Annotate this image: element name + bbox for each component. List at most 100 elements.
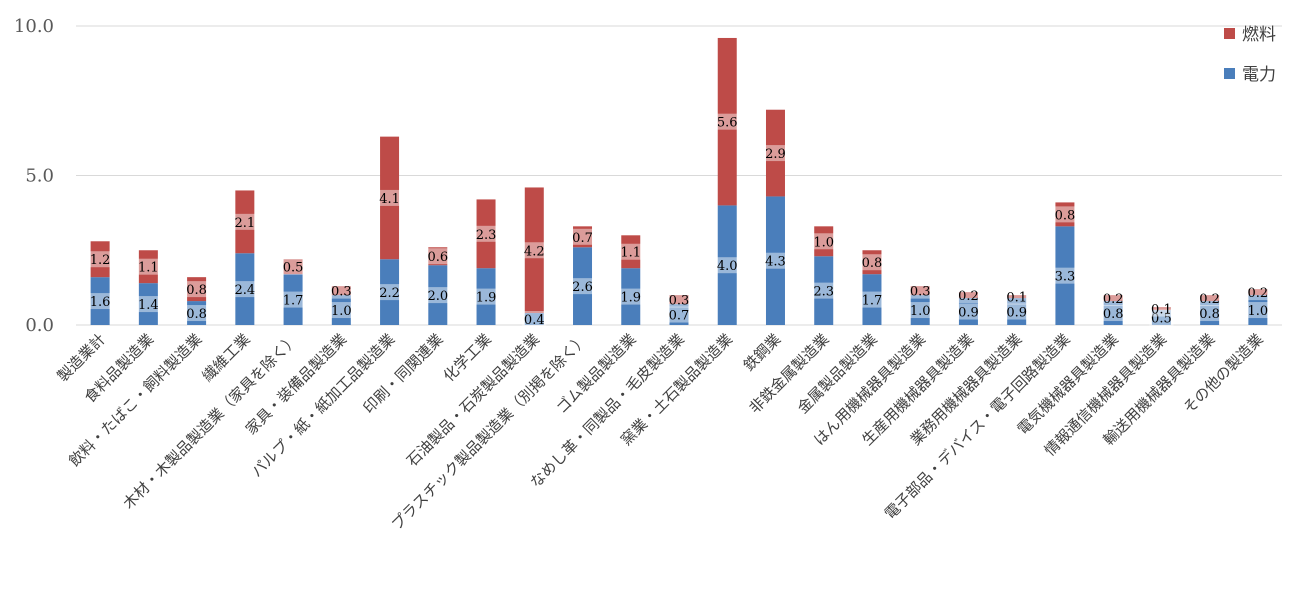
x-tick-label: 鉄鋼業	[740, 330, 785, 375]
data-label-box	[618, 288, 643, 305]
data-label: 0.1	[1151, 303, 1172, 318]
data-label: 0.2	[1248, 286, 1269, 301]
y-tick-label: 5.0	[25, 166, 54, 187]
bar-segment-fuel	[717, 37, 737, 206]
bar-segment-fuel	[1151, 307, 1171, 311]
bar-segment-electricity	[1248, 295, 1268, 325]
data-label-box	[956, 287, 981, 304]
data-label: 0.8	[1055, 208, 1076, 223]
bar-segment-electricity	[862, 274, 882, 325]
bar-segment-fuel	[621, 235, 641, 269]
y-axis-ticks: 0.0 5.0 10.0	[14, 16, 54, 336]
data-label: 2.1	[234, 216, 255, 231]
legend-label: 電力	[1242, 65, 1276, 85]
data-label-box	[1149, 300, 1174, 317]
data-label: 1.7	[862, 294, 883, 309]
bar-segment-electricity	[910, 295, 930, 325]
data-label-box	[88, 293, 113, 310]
data-label: 1.9	[620, 291, 641, 306]
bar-segment-fuel	[428, 247, 448, 266]
data-label: 0.1	[1006, 291, 1027, 306]
bar-segment-fuel	[1103, 295, 1123, 302]
data-label: 1.0	[813, 235, 834, 250]
data-label-box	[715, 113, 740, 130]
bar-segment-fuel	[765, 109, 785, 197]
data-label-box	[715, 257, 740, 274]
bar-segment-fuel	[1007, 295, 1027, 299]
data-labels: 1.6 1.2 1.4 1.1 0.8 0.8 2.4 2.1 1.7 0.5 1.0 0.3 2.2 4…	[88, 113, 1270, 328]
data-label-box	[1149, 309, 1174, 326]
bar-segment-electricity	[380, 259, 400, 325]
data-label: 2.3	[813, 285, 834, 300]
data-label: 0.9	[958, 306, 979, 321]
bar-segment-fuel	[573, 226, 593, 248]
data-label-box	[1101, 290, 1126, 307]
bar-segment-electricity	[476, 268, 496, 325]
data-label-box	[859, 254, 884, 271]
bar-segment-electricity	[669, 304, 689, 325]
data-label: 1.1	[620, 246, 641, 261]
data-label-box	[570, 228, 595, 245]
bar-segment-electricity	[90, 277, 110, 325]
data-label-box	[377, 284, 402, 301]
data-label: 0.8	[186, 283, 207, 298]
data-label: 2.3	[476, 228, 497, 243]
bar-segment-electricity	[1055, 226, 1075, 325]
data-label: 0.8	[1103, 307, 1124, 322]
data-label: 0.3	[331, 285, 352, 300]
bar-segment-fuel	[380, 136, 400, 260]
data-label: 2.6	[572, 280, 593, 295]
data-label: 0.8	[1199, 307, 1220, 322]
bar-segment-fuel	[669, 295, 689, 305]
legend-swatch	[1224, 68, 1235, 79]
data-label-box	[811, 282, 836, 299]
data-label: 1.0	[1248, 304, 1269, 319]
data-label: 5.6	[717, 116, 738, 131]
data-label-box	[474, 225, 499, 242]
data-label-box	[1004, 288, 1029, 305]
bar-segment-electricity	[573, 247, 593, 325]
bar-segment-fuel	[138, 250, 158, 284]
data-label: 1.4	[138, 298, 159, 313]
data-label-box	[136, 258, 161, 275]
data-label-box	[184, 305, 209, 322]
data-label-box	[281, 291, 306, 308]
data-label: 0.2	[958, 289, 979, 304]
bar-segment-electricity	[138, 283, 158, 325]
data-label: 4.2	[524, 244, 545, 259]
data-label: 0.5	[1151, 312, 1172, 327]
data-label: 4.0	[717, 259, 738, 274]
bar-segment-electricity	[283, 274, 303, 325]
data-label: 2.4	[234, 283, 255, 298]
data-label-box	[232, 281, 257, 298]
bar-segment-fuel	[235, 190, 255, 254]
bar-segment-electricity	[428, 265, 448, 325]
data-label: 0.7	[669, 309, 690, 324]
bar-segment-electricity	[187, 301, 207, 325]
bar-segment-electricity	[1200, 301, 1220, 325]
data-label-box	[184, 281, 209, 298]
data-label-box	[1052, 267, 1077, 284]
data-label: 0.5	[283, 261, 304, 276]
bar-segment-fuel	[524, 187, 544, 314]
data-label-box	[1101, 305, 1126, 322]
bars	[90, 37, 1268, 325]
data-label-box	[667, 306, 691, 323]
data-label: 0.8	[862, 256, 883, 271]
data-label-box	[956, 303, 981, 320]
data-label: 4.1	[379, 192, 400, 207]
data-label-box	[281, 258, 306, 275]
data-label: 0.8	[186, 307, 207, 322]
bar-segment-electricity	[331, 295, 351, 325]
data-label-box	[859, 291, 884, 308]
data-label-box	[522, 311, 547, 328]
data-label: 0.7	[572, 231, 593, 246]
bar-segment-electricity	[958, 298, 978, 325]
bar-segment-fuel	[187, 277, 207, 302]
bar-segment-electricity	[765, 196, 785, 325]
data-label-box	[425, 287, 450, 304]
data-label-box	[377, 189, 402, 206]
bar-segment-fuel	[958, 292, 978, 299]
